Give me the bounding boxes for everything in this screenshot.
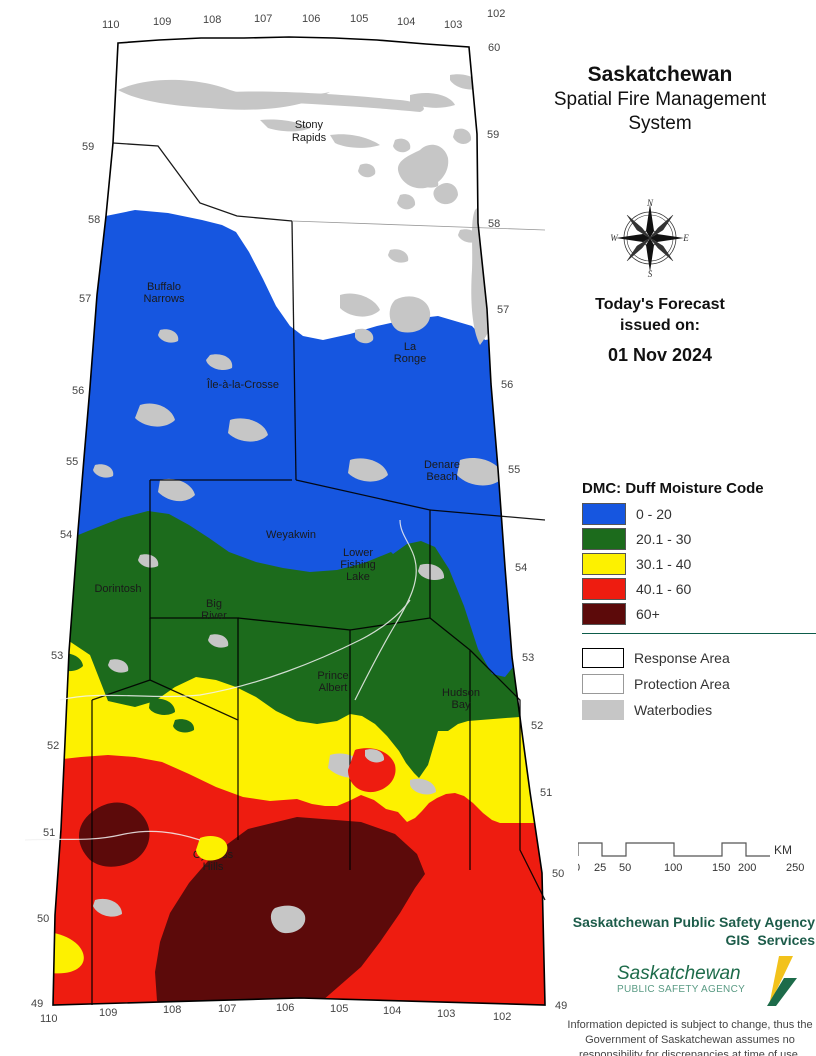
svg-text:Albert: Albert (319, 682, 348, 694)
svg-text:60: 60 (488, 42, 500, 54)
svg-text:Rapids: Rapids (292, 132, 327, 144)
svg-text:Lower: Lower (343, 547, 373, 559)
svg-text:103: 103 (444, 19, 462, 31)
svg-text:59: 59 (487, 129, 499, 141)
svg-text:104: 104 (383, 1005, 401, 1017)
svg-text:Big: Big (206, 598, 222, 610)
svg-text:53: 53 (522, 652, 534, 664)
svg-text:River: River (201, 610, 227, 622)
svg-text:50: 50 (619, 862, 631, 874)
svg-text:106: 106 (302, 13, 320, 25)
svg-text:Narrows: Narrows (144, 293, 185, 305)
svg-text:57: 57 (497, 304, 509, 316)
svg-text:110: 110 (40, 1013, 58, 1025)
svg-text:Beach: Beach (426, 471, 457, 483)
svg-text:54: 54 (60, 529, 72, 541)
svg-text:Weyakwin: Weyakwin (266, 529, 316, 541)
svg-text:108: 108 (163, 1004, 181, 1016)
svg-text:49: 49 (31, 998, 43, 1010)
svg-text:59: 59 (82, 141, 94, 153)
svg-text:103: 103 (437, 1008, 455, 1020)
svg-text:50: 50 (37, 913, 49, 925)
svg-text:La: La (404, 341, 417, 353)
svg-text:Saskatchewan: Saskatchewan (617, 963, 741, 984)
svg-text:52: 52 (47, 740, 59, 752)
svg-text:55: 55 (66, 456, 78, 468)
svg-text:102: 102 (493, 1011, 511, 1023)
svg-text:56: 56 (72, 385, 84, 397)
svg-text:50: 50 (552, 868, 564, 880)
svg-text:100: 100 (664, 862, 682, 874)
svg-text:Stony: Stony (295, 119, 324, 131)
svg-text:S: S (648, 269, 653, 278)
svg-text:Hudson: Hudson (442, 687, 480, 699)
svg-text:200: 200 (738, 862, 756, 874)
svg-text:Denare: Denare (424, 459, 460, 471)
svg-text:108: 108 (203, 14, 221, 26)
svg-text:107: 107 (254, 13, 272, 25)
svg-text:58: 58 (488, 218, 500, 230)
svg-text:0: 0 (578, 862, 580, 874)
svg-text:102: 102 (487, 8, 505, 20)
svg-text:Lake: Lake (346, 571, 370, 583)
svg-text:Hills: Hills (203, 861, 224, 873)
svg-text:PUBLIC SAFETY AGENCY: PUBLIC SAFETY AGENCY (617, 984, 745, 995)
svg-text:109: 109 (153, 16, 171, 28)
svg-text:E: E (682, 233, 689, 243)
svg-text:51: 51 (43, 827, 55, 839)
svg-text:KM: KM (774, 843, 792, 857)
svg-text:109: 109 (99, 1007, 117, 1019)
svg-text:Bay: Bay (452, 699, 471, 711)
svg-text:105: 105 (330, 1003, 348, 1015)
svg-text:Ronge: Ronge (394, 353, 426, 365)
svg-text:53: 53 (51, 650, 63, 662)
svg-text:N: N (646, 198, 654, 208)
svg-text:55: 55 (508, 464, 520, 476)
svg-text:Buffalo: Buffalo (147, 281, 181, 293)
svg-text:110: 110 (102, 19, 120, 31)
svg-text:250: 250 (786, 862, 804, 874)
svg-text:49: 49 (555, 1000, 567, 1012)
svg-text:Dorintosh: Dorintosh (94, 583, 141, 595)
svg-text:58: 58 (88, 214, 100, 226)
svg-text:57: 57 (79, 293, 91, 305)
svg-text:106: 106 (276, 1002, 294, 1014)
svg-text:Prince: Prince (317, 670, 348, 682)
svg-text:107: 107 (218, 1003, 236, 1015)
svg-text:56: 56 (501, 379, 513, 391)
svg-text:51: 51 (540, 787, 552, 799)
svg-text:105: 105 (350, 13, 368, 25)
svg-text:Fishing: Fishing (340, 559, 375, 571)
svg-text:54: 54 (515, 562, 527, 574)
svg-text:Île-à-la-Crosse: Île-à-la-Crosse (206, 378, 279, 391)
svg-text:52: 52 (531, 720, 543, 732)
svg-text:25: 25 (594, 862, 606, 874)
svg-text:150: 150 (712, 862, 730, 874)
svg-text:104: 104 (397, 16, 415, 28)
